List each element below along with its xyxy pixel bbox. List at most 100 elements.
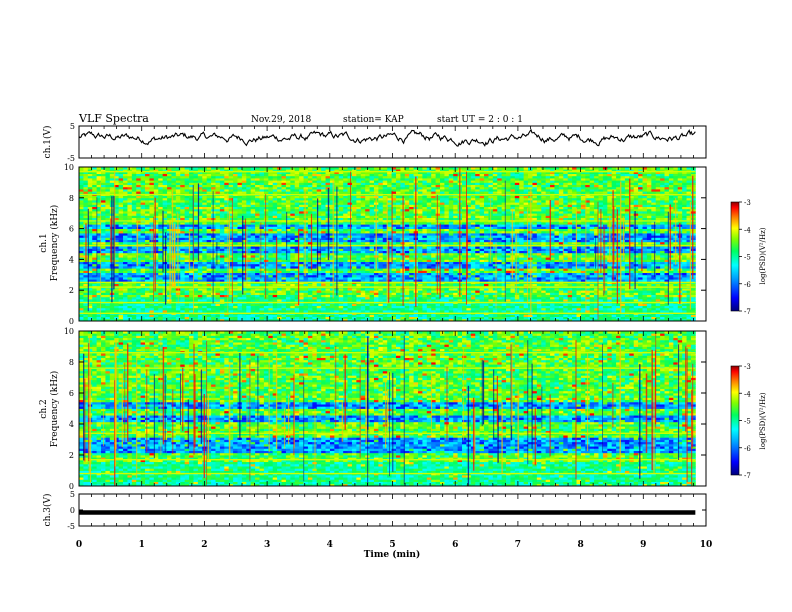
spectrogram-cell [404, 310, 410, 313]
spectrogram-cell [690, 316, 696, 320]
spectrogram-cell [457, 296, 463, 300]
spectrogram-cell [92, 310, 98, 313]
spectrogram-cell [153, 303, 159, 306]
spectrogram-cell [290, 296, 296, 300]
spectrogram-cell [109, 303, 115, 306]
spectrogram-cell [677, 318, 683, 322]
spectrogram-cell [563, 299, 569, 302]
spectrogram-cell [123, 314, 128, 317]
spectrogram-cell [417, 292, 423, 295]
spectrogram-cell [175, 305, 181, 309]
spectrogram-cell [153, 292, 159, 295]
spectrogram-cell [484, 310, 489, 313]
spectrogram-cell [589, 294, 595, 298]
spectrogram-cell [197, 294, 203, 298]
spectrogram-cell [585, 292, 591, 295]
spectrogram-cell [598, 316, 604, 320]
spectrogram-cell [263, 314, 269, 317]
spectrogram-cell [506, 316, 511, 320]
spectrogram-cell [541, 316, 547, 320]
spectrogram-cell [180, 316, 186, 320]
spectrogram-cell [470, 296, 476, 300]
spectrogram-cell [404, 305, 410, 309]
spectrogram-cell [360, 299, 366, 302]
spectrogram-cell [105, 294, 111, 298]
spectrogram-cell [259, 292, 265, 295]
spectrogram-cell [202, 305, 208, 309]
spectrogram-cell [175, 316, 181, 320]
spectrogram-cell [241, 299, 247, 302]
spectrogram-cell [642, 294, 648, 298]
spectrogram-cell [417, 310, 423, 313]
spectrogram-cell [598, 305, 604, 309]
spectrogram-cell [567, 299, 573, 302]
spectrogram-cell [611, 307, 617, 311]
spectrogram-cell [237, 305, 243, 309]
spectrogram-cell [567, 292, 573, 295]
spectrogram-cell [237, 310, 243, 313]
spectrogram-cell [462, 292, 467, 295]
spectrogram-cell [585, 299, 591, 302]
spectrogram-cell [171, 296, 177, 300]
spectrogram-cell [303, 292, 309, 295]
spectrogram-cell [343, 314, 348, 317]
spectrogram-cell [519, 294, 525, 298]
spectrogram-cell [585, 305, 591, 309]
spectrogram-cell [136, 314, 142, 317]
spectrogram-cell [131, 310, 137, 313]
spectrogram-cell [541, 318, 547, 322]
spectrogram-cell [158, 294, 164, 298]
spectrogram-cell [136, 294, 142, 298]
spectrogram-cell [290, 303, 296, 306]
spectrogram-cell [329, 305, 335, 309]
spectrogram-cell [184, 314, 190, 317]
spectrogram-cell [351, 307, 357, 311]
spectrogram-cell [466, 310, 472, 313]
spectrogram-cell [233, 296, 238, 300]
spectrogram-cell [620, 305, 626, 309]
spectrogram-cell [197, 296, 203, 300]
spectrogram-cell [101, 318, 106, 322]
spectrogram-cell [241, 296, 247, 300]
spectrogram-cell [233, 307, 238, 311]
spectrogram-cell [92, 296, 98, 300]
spectrogram-cell [453, 292, 459, 295]
spectrogram-cell [506, 292, 511, 295]
spectrogram-cell [255, 314, 260, 317]
spectrogram-cell [558, 296, 564, 300]
spectrogram-cell [197, 303, 203, 306]
spectrogram-cell [79, 305, 84, 309]
spectrogram-cell [528, 316, 533, 320]
spectrogram-cell [620, 310, 626, 313]
spectrogram-cell [228, 316, 234, 320]
spectrogram-cell [616, 310, 621, 313]
spectrogram-cell [440, 307, 445, 311]
spectrogram-cell [580, 314, 586, 317]
spectrogram-cell [285, 299, 291, 302]
spectrogram-cell [554, 307, 560, 311]
spectrogram-cell [316, 294, 322, 298]
spectrogram-cell [554, 299, 560, 302]
spectrogram-cell [664, 316, 670, 320]
spectrogram-cell [167, 303, 172, 306]
spectrogram-cell [576, 294, 582, 298]
spectrogram-cell [131, 314, 137, 317]
spectrogram-cell [268, 310, 274, 313]
spectrogram-cell [158, 314, 164, 317]
spectrogram-cell [413, 318, 419, 322]
spectrogram-cell [321, 296, 326, 300]
spectrogram-cell [576, 314, 582, 317]
spectrogram-cell [79, 296, 84, 300]
spectrogram-cell [550, 292, 555, 295]
spectrogram-cell [158, 307, 164, 311]
spectrogram-cell [448, 296, 454, 300]
spectrogram-cell [607, 294, 613, 298]
spectrogram-cell [127, 314, 133, 317]
spectrogram-cell [224, 305, 230, 309]
spectrogram-cell [519, 303, 525, 306]
spectrogram-cell [444, 314, 450, 317]
spectrogram-cell [673, 307, 679, 311]
spectrogram-cell [682, 310, 687, 313]
spectrogram-cell [646, 303, 652, 306]
chart-title: VLF Spectra [79, 112, 149, 125]
